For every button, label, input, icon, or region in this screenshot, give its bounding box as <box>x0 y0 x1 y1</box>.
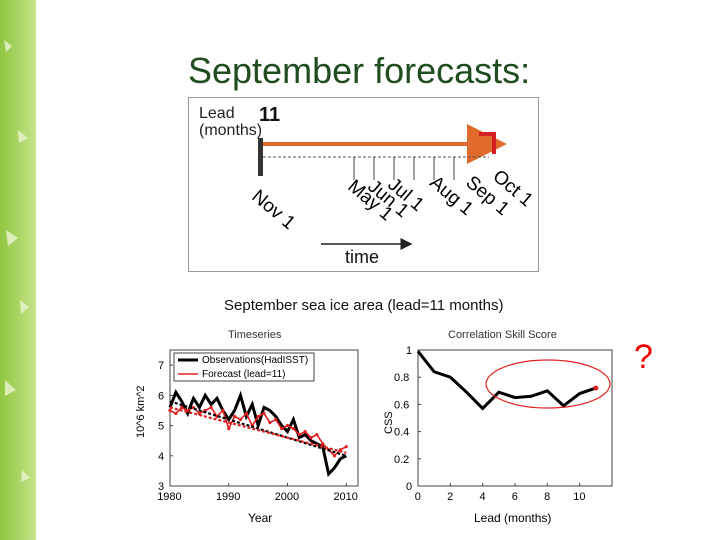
timeseries-forecast-point <box>244 411 248 416</box>
timeseries-forecast-point <box>309 436 313 440</box>
timeseries-series-0 <box>168 389 347 477</box>
css-highlight-point <box>593 385 599 391</box>
time-label: time <box>345 247 380 267</box>
timeseries-forecast-point <box>215 414 219 419</box>
timeseries-forecast-point <box>315 433 319 437</box>
css-series-0 <box>416 350 597 411</box>
question-mark: ? <box>634 338 653 376</box>
lead-time-diagram: Lead (months) 11 Nov 1 May 1 Jun <box>188 97 539 272</box>
css-ytick-label: 0 <box>406 481 412 493</box>
lead-arrow-graphic <box>258 124 507 250</box>
timeseries-xtick-label: 1990 <box>216 491 240 503</box>
timeseries-series-2 <box>169 400 347 457</box>
css-ylabel: CSS <box>383 411 395 434</box>
figure-title: September sea ice area (lead=11 months) <box>224 297 504 314</box>
timeseries-forecast-point <box>174 411 178 416</box>
css-axes <box>417 349 613 487</box>
timeseries-forecast-point <box>221 408 225 413</box>
css-xlabel: Lead (months) <box>474 511 551 525</box>
timeseries-forecast-point <box>303 430 307 434</box>
timeseries-forecast-point <box>332 454 337 458</box>
legend-forecast: Forecast (lead=11) <box>202 369 285 380</box>
timeseries-series-3 <box>169 406 347 454</box>
css-xtick-label: 0 <box>415 491 421 503</box>
css-xtick-label: 4 <box>479 491 485 503</box>
timeseries-forecast-point <box>297 433 301 437</box>
timeseries-axes <box>169 349 359 487</box>
timeseries-forecast-point <box>233 414 237 419</box>
timeseries-forecast-point <box>227 426 231 431</box>
timeseries-forecast-point <box>344 445 348 449</box>
target-marker <box>492 132 496 154</box>
timeseries-forecast-point <box>274 417 278 422</box>
timeseries-ytick-label: 4 <box>158 451 164 463</box>
timeseries-xtick-label: 1980 <box>157 491 181 503</box>
css-ytick-label: 0.8 <box>394 372 409 384</box>
css-xtick-label: 2 <box>447 491 453 503</box>
highlight-ellipse <box>485 359 611 409</box>
timeseries-ytick-label: 6 <box>158 390 164 402</box>
timeseries-ytick-label: 5 <box>158 421 164 433</box>
css-xtick-label: 8 <box>544 491 550 503</box>
timeseries-forecast-point <box>256 414 260 419</box>
lead-units-label: (months) <box>199 122 263 139</box>
timeseries-forecast-point <box>262 411 266 416</box>
slide-title: September forecasts: <box>188 50 531 91</box>
timeseries-xlabel: Year <box>248 511 272 525</box>
lead-label: Lead <box>199 105 235 122</box>
timeseries-forecast-point <box>291 426 295 431</box>
init-bar <box>258 138 263 176</box>
css-ytick-label: 1 <box>406 345 412 357</box>
decorative-leaf-strip <box>0 0 36 540</box>
timeseries-forecast-point <box>238 417 243 422</box>
css-ytick-label: 0.2 <box>394 454 409 466</box>
timeseries-title: Timeseries <box>228 329 282 341</box>
css-xtick-label: 10 <box>573 491 585 503</box>
timeseries-ylabel: 10^6 km^2 <box>135 385 147 438</box>
timeseries-forecast-point <box>280 426 284 431</box>
lead-value: 11 <box>259 104 281 126</box>
timeseries-forecast-point <box>209 405 213 410</box>
css-xtick-label: 6 <box>512 491 518 503</box>
timeseries-forecast-point <box>268 420 272 425</box>
timeseries-xtick-label: 2000 <box>275 491 299 503</box>
timeseries-ytick-label: 3 <box>158 481 164 493</box>
legend-observations: Observations(HadISST) <box>202 355 308 366</box>
timeseries-xtick-label: 2010 <box>333 491 357 503</box>
charts-figure: 1980 1990 2000 2010 3 4 5 6 7 0 2 4 6 8 10 0 0.2 0.4 0.6 0… <box>135 329 613 525</box>
timeseries-forecast-point <box>321 442 325 446</box>
css-ytick-label: 0.6 <box>394 399 409 411</box>
timeseries-forecast-point <box>180 405 184 410</box>
timeseries-ytick-label: 7 <box>158 360 164 372</box>
css-ytick-label: 0.4 <box>394 427 409 439</box>
css-title: Correlation Skill Score <box>448 329 557 341</box>
timeseries-legend <box>173 352 315 382</box>
timeseries-forecast-point <box>285 423 290 428</box>
timeseries-forecast-point <box>168 408 172 413</box>
